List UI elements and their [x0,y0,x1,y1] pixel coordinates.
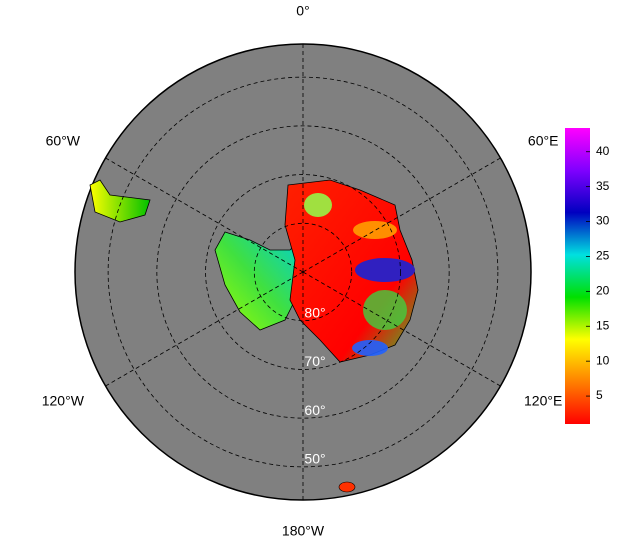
meridian [302,271,501,387]
colorbar-scale [565,128,590,424]
parallel-label: 60° [304,402,325,418]
meridian-label: 0° [296,3,309,19]
colorbar-tick-label: 20 [596,284,610,298]
west-antarctica [214,231,301,331]
island [338,481,356,493]
mid-region [363,290,407,330]
high-region [355,258,415,282]
colorbar-tick-label: 15 [596,318,610,332]
meridian-label: 120°E [524,393,562,409]
parallel [253,222,353,322]
colorbar-tick-label: 40 [596,144,610,158]
parallel [156,125,450,419]
meridian-label: 120°W [42,393,85,409]
colorbar-tick-label: 10 [596,353,610,367]
colorbar: 5 10 15 20 25 30 35 40 [565,128,610,424]
mid-region [352,340,388,356]
parallel-label: 80° [304,304,325,320]
meridian-label: 60°E [528,133,559,149]
meridian-label: 60°W [46,133,81,149]
meridian [105,157,304,273]
parallel [107,76,499,468]
parallel-label: 70° [304,353,325,369]
meridian-label: 180°W [282,523,325,539]
mid-region [304,193,332,217]
colorbar-tick-label: 30 [596,214,610,228]
colorbar-tick-label: 25 [596,249,610,263]
parallel [205,174,401,370]
meridian [105,271,304,387]
colorbar-tick-label: 35 [596,179,610,193]
south-america [89,179,151,223]
parallel-label: 50° [304,451,325,467]
colorbar-tick-label: 5 [596,388,603,402]
mid-region [353,221,397,239]
meridian [302,157,501,273]
graticule [105,44,501,500]
labels: 80° 70° 60° 50° 0° 60°E 120°E 180°W 120°W 60°W [42,3,563,539]
